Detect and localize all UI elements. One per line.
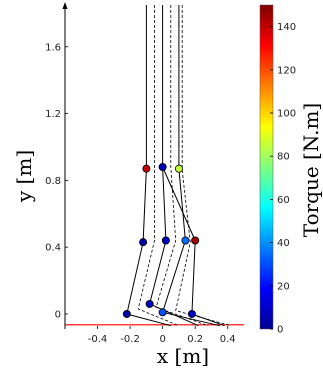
colorbar-ticks: 0 20 40 60 80 100 120 140 bbox=[270, 22, 296, 336]
colorbar-tick-label: 100 bbox=[277, 109, 296, 120]
colorbar-tick-label: 80 bbox=[277, 152, 290, 163]
colorbar-tick-label: 40 bbox=[277, 238, 290, 249]
y-tick-label: 1.2 bbox=[45, 109, 61, 120]
y-tick-label: 0 bbox=[55, 309, 61, 320]
y-axis-arrowhead bbox=[62, 2, 68, 9]
series-line-3 bbox=[162, 166, 225, 327]
colorbar-label: Torque [N.m] bbox=[299, 103, 323, 237]
joint-marker-1-1 bbox=[158, 162, 167, 171]
joint-marker-1-3 bbox=[145, 299, 154, 308]
joint-marker-0-1 bbox=[142, 164, 151, 173]
joint-marker-2-1 bbox=[174, 164, 183, 173]
x-tick-label: -0.2 bbox=[120, 334, 140, 345]
y-tick-label: 0.8 bbox=[45, 176, 61, 187]
plot-area bbox=[65, 5, 244, 327]
x-tick-label: 0.2 bbox=[187, 334, 203, 345]
y-ticks: 0 0.4 0.8 1.2 1.6 bbox=[45, 42, 68, 320]
joint-marker-0-2 bbox=[139, 238, 148, 247]
joint-marker-0-3 bbox=[122, 309, 131, 318]
x-tick-label: 0 bbox=[159, 334, 165, 345]
joint-marker-3-1 bbox=[191, 236, 200, 245]
series-line-5 bbox=[155, 5, 209, 327]
series-line-4 bbox=[137, 5, 180, 327]
colorbar-tick-label: 0 bbox=[277, 325, 283, 336]
y-axis-label: y [m] bbox=[12, 150, 36, 203]
axes: -0.4 -0.2 0 0.2 0.4 0 0.4 0.8 1.2 1.6 bbox=[45, 2, 236, 345]
x-tick-label: -0.4 bbox=[88, 334, 108, 345]
y-tick-label: 1.6 bbox=[45, 42, 61, 53]
colorbar: 0 20 40 60 80 100 120 140 bbox=[259, 4, 296, 336]
x-tick-label: 0.4 bbox=[220, 334, 236, 345]
colorbar-tick-label: 20 bbox=[277, 281, 290, 292]
colorbar-gradient bbox=[259, 4, 274, 330]
joint-marker-1-2 bbox=[161, 236, 170, 245]
y-tick-label: 0.4 bbox=[45, 243, 61, 254]
x-ticks: -0.4 -0.2 0 0.2 0.4 bbox=[88, 326, 236, 345]
joint-marker-2-3 bbox=[158, 308, 167, 317]
colorbar-tick-label: 60 bbox=[277, 195, 290, 206]
joint-marker-2-2 bbox=[181, 236, 190, 245]
colorbar-tick-label: 140 bbox=[277, 22, 296, 33]
joint-marker-3-2 bbox=[187, 309, 196, 318]
x-axis-label: x [m] bbox=[157, 344, 209, 368]
colorbar-tick-label: 120 bbox=[277, 65, 296, 76]
